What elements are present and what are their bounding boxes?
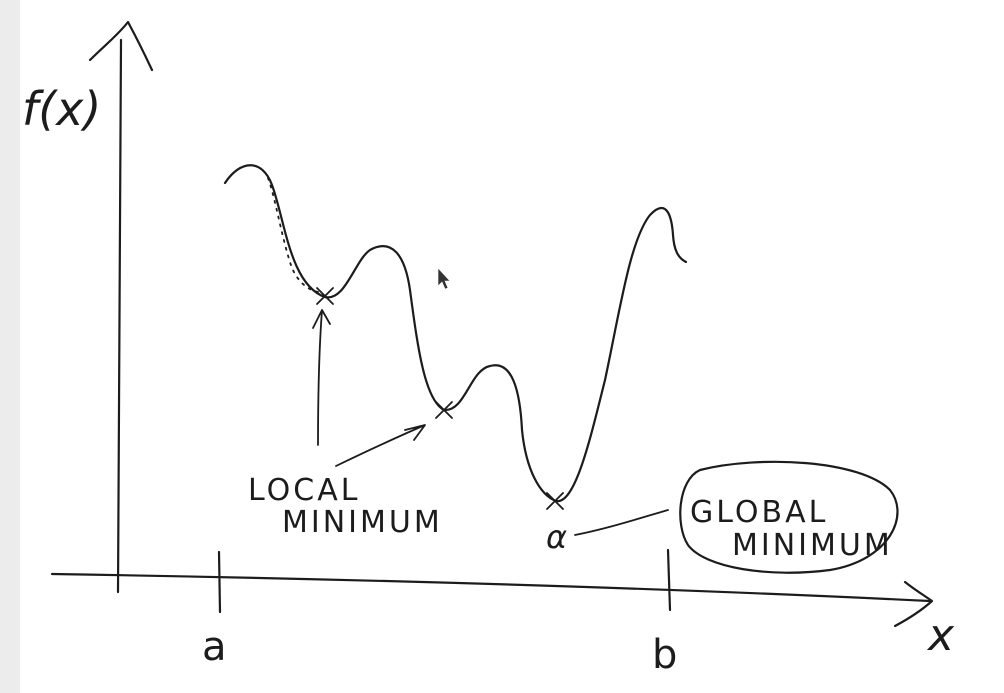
local-min-arrow-1 — [312, 309, 331, 446]
x-axis — [50, 572, 932, 603]
global-min-label-line2: MINIMUM — [732, 528, 893, 563]
y-axis-label: f(x) — [22, 82, 101, 136]
local-min-marker-1 — [316, 287, 334, 305]
global-min-label-line1: GLOBAL — [690, 495, 828, 530]
x-axis-arrow — [893, 580, 934, 628]
y-axis-arrow — [88, 20, 154, 72]
dotted-trace — [267, 177, 319, 293]
interval-start-label: a — [202, 624, 227, 670]
local-min-label-line1: LOCAL — [248, 473, 360, 508]
tick-b — [666, 548, 672, 612]
local-min-marker-2 — [435, 401, 453, 419]
function-curve — [223, 164, 688, 503]
global-min-point-label: α — [546, 518, 567, 556]
global-min-connector — [574, 509, 669, 536]
whiteboard — [20, 0, 1004, 693]
interval-end-label: b — [652, 632, 677, 678]
mouse-pointer-icon — [437, 267, 451, 290]
y-axis — [116, 38, 123, 594]
global-min-marker — [546, 492, 564, 510]
local-min-arrow-2 — [335, 424, 426, 467]
local-min-label-line2: MINIMUM — [282, 505, 443, 540]
tick-a — [217, 550, 222, 614]
x-axis-label: x — [926, 610, 955, 661]
global-min-ellipse — [679, 460, 899, 574]
